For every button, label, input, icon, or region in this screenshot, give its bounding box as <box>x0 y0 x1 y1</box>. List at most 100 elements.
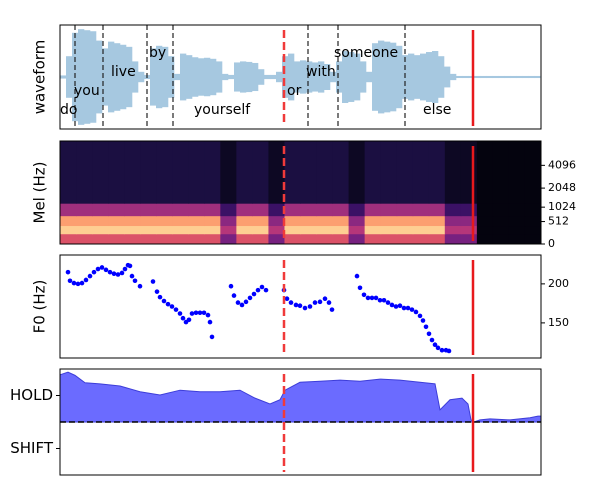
waveform-sample <box>66 56 73 98</box>
waveform-sample <box>462 75 469 79</box>
f0-point <box>369 295 375 301</box>
spectrogram-cell <box>460 215 478 227</box>
spectrogram-cell <box>236 233 253 245</box>
spectrogram-cell <box>76 233 93 245</box>
waveform-sample <box>282 56 289 98</box>
f0-point <box>122 266 128 272</box>
axes-frame <box>59 254 542 359</box>
spectrogram-cell <box>252 141 269 204</box>
f0-point <box>197 310 203 316</box>
spectrogram-cell <box>524 141 542 204</box>
waveform-sample <box>516 75 523 79</box>
word-label: or <box>287 83 302 99</box>
waveform-sample <box>132 61 139 93</box>
spectrogram-cell <box>332 141 350 204</box>
spectrogram-cell <box>380 141 398 204</box>
f0-point <box>65 269 71 275</box>
y-tick-label: 0 <box>548 237 555 250</box>
spectrogram-cell <box>220 215 237 227</box>
f0-point <box>405 305 411 311</box>
f0-point <box>263 287 269 293</box>
spectrogram-cell <box>316 203 334 217</box>
waveform-sample <box>486 75 493 79</box>
waveform-sample <box>150 48 157 106</box>
spectrogram-cell <box>92 215 109 227</box>
y-axis-label: waveform <box>31 40 49 115</box>
spectrogram-cell <box>476 233 494 245</box>
spectrogram-cell <box>236 141 253 204</box>
waveform-sample <box>60 75 67 79</box>
spectrogram-cell <box>124 225 141 235</box>
f0-point <box>119 270 125 276</box>
f0-point <box>247 295 253 301</box>
waveform-sample <box>168 56 175 98</box>
word-label: with <box>306 64 336 80</box>
f0-point <box>173 307 179 312</box>
spectrogram-cell <box>348 215 366 227</box>
spectrogram-cell <box>508 141 526 204</box>
f0-point <box>129 273 135 279</box>
spectrogram-cell <box>156 141 173 204</box>
spectrogram-cell <box>124 233 141 245</box>
spectrogram-cell <box>476 141 494 204</box>
spectrogram-cell <box>428 215 446 227</box>
f0-point <box>132 278 138 284</box>
f0-point <box>201 310 207 316</box>
spectrogram-cell <box>508 215 526 227</box>
spectrogram-cell <box>332 233 350 245</box>
spectrogram-cell <box>460 225 478 235</box>
spectrogram-cell <box>364 233 382 245</box>
spectrogram-cell <box>332 225 350 235</box>
axes-frame <box>59 140 542 245</box>
f0-point <box>107 269 113 275</box>
spectrogram-cell <box>364 141 382 204</box>
spectrogram-cell <box>364 215 382 227</box>
y-tick-label: 1024 <box>548 200 576 213</box>
spectrogram-cell <box>460 141 478 204</box>
f0-point <box>165 301 171 307</box>
waveform-sample <box>468 75 475 79</box>
waveform-sample <box>90 31 97 123</box>
waveform-sample <box>234 62 241 92</box>
spectrogram-cell <box>172 233 189 245</box>
f0-point <box>423 324 429 330</box>
y-tick-label: 200 <box>548 277 569 290</box>
f0-point <box>87 273 93 279</box>
f0-point <box>255 287 261 293</box>
waveform-sample <box>450 73 457 81</box>
f0-point <box>95 266 101 272</box>
waveform-sample <box>204 57 211 97</box>
f0-point <box>365 295 371 301</box>
spectrogram-cell <box>508 233 526 245</box>
waveform-sample <box>294 61 301 93</box>
spectrogram-cell <box>172 225 189 235</box>
f0-point <box>157 294 163 300</box>
y-tick-label: 150 <box>548 316 569 329</box>
spectrogram-cell <box>188 141 205 204</box>
f0-point <box>284 296 290 301</box>
spectrogram-cell <box>188 233 205 245</box>
spectrogram-cell <box>220 203 237 217</box>
waveform-sample <box>498 75 505 79</box>
waveform-sample <box>270 74 277 80</box>
waveform-sample <box>180 53 187 101</box>
spectrogram-cell <box>524 233 542 245</box>
f0-point <box>389 302 395 308</box>
f0-point <box>439 347 445 353</box>
spectrogram-cell <box>428 203 446 217</box>
spectrogram-cell <box>316 141 334 204</box>
waveform-sample <box>276 71 283 83</box>
spectrogram-cell <box>412 215 430 227</box>
spectrogram-cell <box>300 203 318 217</box>
f0-point <box>307 304 313 309</box>
waveform-sample <box>174 73 181 81</box>
panel <box>59 371 542 423</box>
spectrogram-cell <box>92 233 109 245</box>
spectrogram-cell <box>76 141 93 204</box>
spectrogram-cell <box>220 225 237 235</box>
spectrogram-cell <box>204 215 221 227</box>
waveform-sample <box>420 53 427 101</box>
f0-point <box>432 342 438 348</box>
spectrogram-cell <box>124 215 141 227</box>
